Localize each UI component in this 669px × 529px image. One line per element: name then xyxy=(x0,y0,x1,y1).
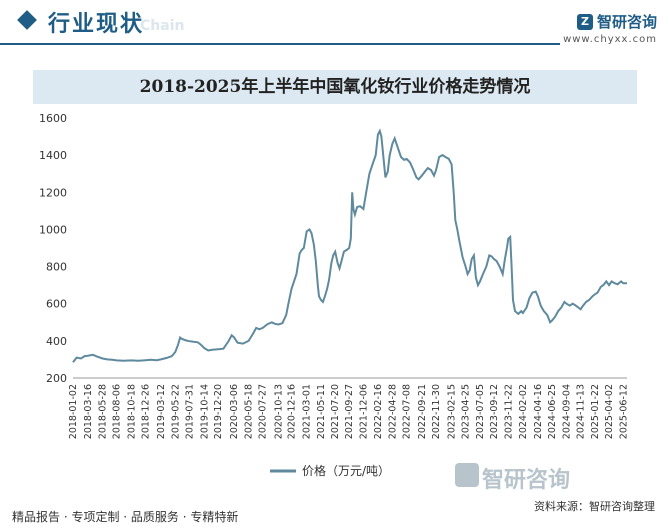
x-tick-label: 2024-04-16 xyxy=(533,384,544,439)
x-tick-label: 2023-07-05 xyxy=(475,384,486,439)
footer-slogan: 精品报告 · 专项定制 · 品质服务 · 专精特新 xyxy=(12,510,239,524)
bottom-logo-icon xyxy=(455,463,479,487)
x-tick-label: 2019-03-12 xyxy=(156,384,167,439)
y-axis: 200 400 600 800 1000 1200 1400 1600 xyxy=(39,112,67,385)
chart-title: 2018-2025年上半年中国氧化钕行业价格走势情况 xyxy=(139,77,531,97)
bottom-logo-text: 智研咨询 xyxy=(482,468,571,493)
x-tick-label: 2020-07-27 xyxy=(258,384,269,439)
x-tick-label: 2019-10-14 xyxy=(200,384,211,439)
brand-name: 智研咨询 xyxy=(596,13,657,31)
x-tick-label: 2022-02-16 xyxy=(373,384,384,439)
x-tick-label: 2022-11-30 xyxy=(431,384,442,439)
y-tick-label: 1000 xyxy=(39,223,67,236)
x-tick-label: 2024-09-04 xyxy=(561,384,572,439)
x-tick-label: 2025-01-22 xyxy=(590,384,601,439)
page-header: 行业现状 Chain xyxy=(0,0,669,48)
x-tick-label: 2021-09-27 xyxy=(344,384,355,439)
x-tick-label: 2022-07-08 xyxy=(402,384,413,439)
x-tick-label: 2018-10-18 xyxy=(127,384,138,439)
source-label: 资料来源： xyxy=(534,500,589,513)
x-tick-label: 2024-11-13 xyxy=(576,384,587,439)
x-tick-label: 2020-10-13 xyxy=(274,384,285,439)
y-tick-label: 600 xyxy=(46,298,67,311)
x-tick-label: 2024-02-02 xyxy=(518,384,529,439)
brand-url: www.chyxx.com xyxy=(563,34,657,45)
x-tick-label: 2025-06-12 xyxy=(618,384,629,439)
x-tick-label: 2020-03-06 xyxy=(229,384,240,439)
x-tick-label: 2024-06-25 xyxy=(547,384,558,439)
y-tick-label: 400 xyxy=(46,335,67,348)
watermark-text: Chain xyxy=(140,18,185,34)
x-tick-label: 2018-08-06 xyxy=(112,384,123,439)
y-tick-label: 1200 xyxy=(39,186,67,199)
header-rule xyxy=(0,43,560,45)
x-axis: 2018-01-02 2018-03-16 2018-05-28 2018-08-06… xyxy=(68,377,629,439)
x-tick-label: 2021-03-01 xyxy=(302,384,313,439)
x-tick-label: 2023-11-22 xyxy=(503,384,514,439)
brand-logo-icon: Z xyxy=(576,13,593,30)
x-tick-label: 2021-07-20 xyxy=(330,384,341,439)
brand-block: Z 智研咨询 www.chyxx.com xyxy=(563,11,657,45)
y-tick-label: 1400 xyxy=(39,149,67,162)
y-tick-label: 200 xyxy=(46,372,67,385)
x-tick-label: 2021-12-06 xyxy=(358,384,369,439)
x-tick-label: 2018-12-26 xyxy=(140,384,151,439)
x-tick-label: 2018-01-02 xyxy=(68,384,79,439)
source-value: 智研咨询整理 xyxy=(589,500,655,513)
x-tick-label: 2018-05-28 xyxy=(98,384,109,439)
y-tick-label: 800 xyxy=(46,261,67,274)
legend-label: 价格（万元/吨） xyxy=(302,463,390,478)
x-tick-label: 2019-05-22 xyxy=(170,384,181,439)
chart-title-band xyxy=(33,70,637,104)
x-tick-label: 2023-02-15 xyxy=(447,384,458,439)
x-tick-label: 2023-09-12 xyxy=(489,384,500,439)
x-tick-label: 2020-12-16 xyxy=(286,384,297,439)
x-tick-label: 2022-04-28 xyxy=(387,384,398,439)
y-tick-label: 1600 xyxy=(39,112,67,125)
x-tick-label: 2022-09-21 xyxy=(417,384,428,439)
x-tick-label: 2018-03-16 xyxy=(83,384,94,439)
x-tick-label: 2019-07-31 xyxy=(184,384,195,439)
x-tick-label: 2019-12-20 xyxy=(213,384,224,439)
footer-source: 资料来源：智研咨询整理 xyxy=(534,498,655,514)
x-tick-label: 2025-04-02 xyxy=(604,384,615,439)
x-tick-label: 2021-05-11 xyxy=(316,384,327,439)
series-line-price xyxy=(72,128,627,363)
x-tick-label: 2020-05-18 xyxy=(244,384,255,439)
x-tick-label: 2023-04-25 xyxy=(461,384,472,439)
legend: 价格（万元/吨） xyxy=(270,463,390,478)
section-title: 行业现状 xyxy=(48,12,145,37)
